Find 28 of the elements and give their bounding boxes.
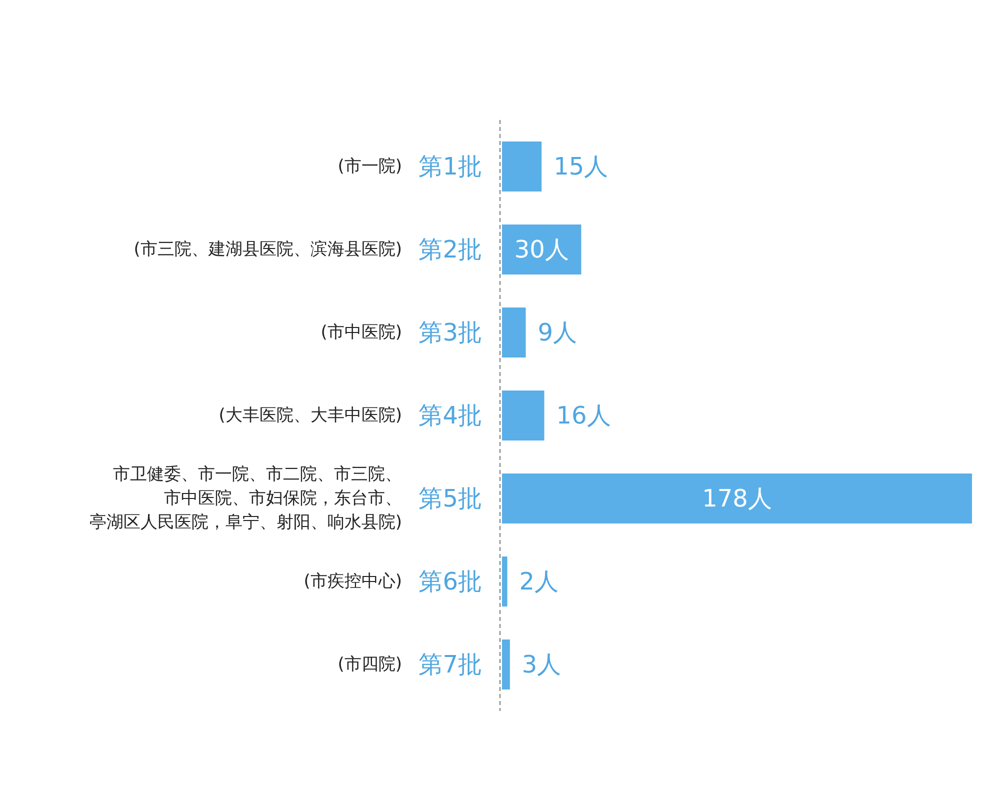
text: (市一院) <box>338 156 402 176</box>
data-label: 9人 <box>538 318 578 346</box>
data-label: 15人 <box>554 152 608 180</box>
y-tick-label: 第1批 <box>418 152 482 180</box>
bar <box>502 556 508 606</box>
bar <box>502 640 510 690</box>
y-tick-label: 第3批 <box>418 318 482 346</box>
data-label: 178人 <box>702 484 772 512</box>
data-label: 3人 <box>522 650 562 678</box>
bar <box>502 308 526 358</box>
bar <box>502 390 544 440</box>
text: (市三院、建湖县医院、滨海县医院) <box>134 240 402 260</box>
data-label: 2人 <box>519 568 559 596</box>
bar <box>502 474 972 524</box>
y-tick-label: 第7批 <box>418 650 482 678</box>
text: (市疾控中心) <box>304 572 402 592</box>
data-label: 16人 <box>556 402 611 430</box>
y-tick-label: 第5批 <box>418 484 482 512</box>
text: 市卫健委、市一院、市二院、市三院、市中医院、市妇保院，东台市、亭湖区人民医院，阜宁、射阳、响水县院) <box>89 464 402 532</box>
text: (市四院) <box>338 654 402 674</box>
data-label: 30人 <box>514 236 569 264</box>
bar <box>502 224 582 274</box>
bar <box>502 142 542 192</box>
y-tick-label: 第2批 <box>418 236 482 264</box>
y-tick-label: 第6批 <box>418 568 482 596</box>
text: (市中医院) <box>320 322 402 342</box>
text: (大丰医院、大丰中医院) <box>218 406 402 426</box>
y-tick-label: 第4批 <box>418 402 482 430</box>
